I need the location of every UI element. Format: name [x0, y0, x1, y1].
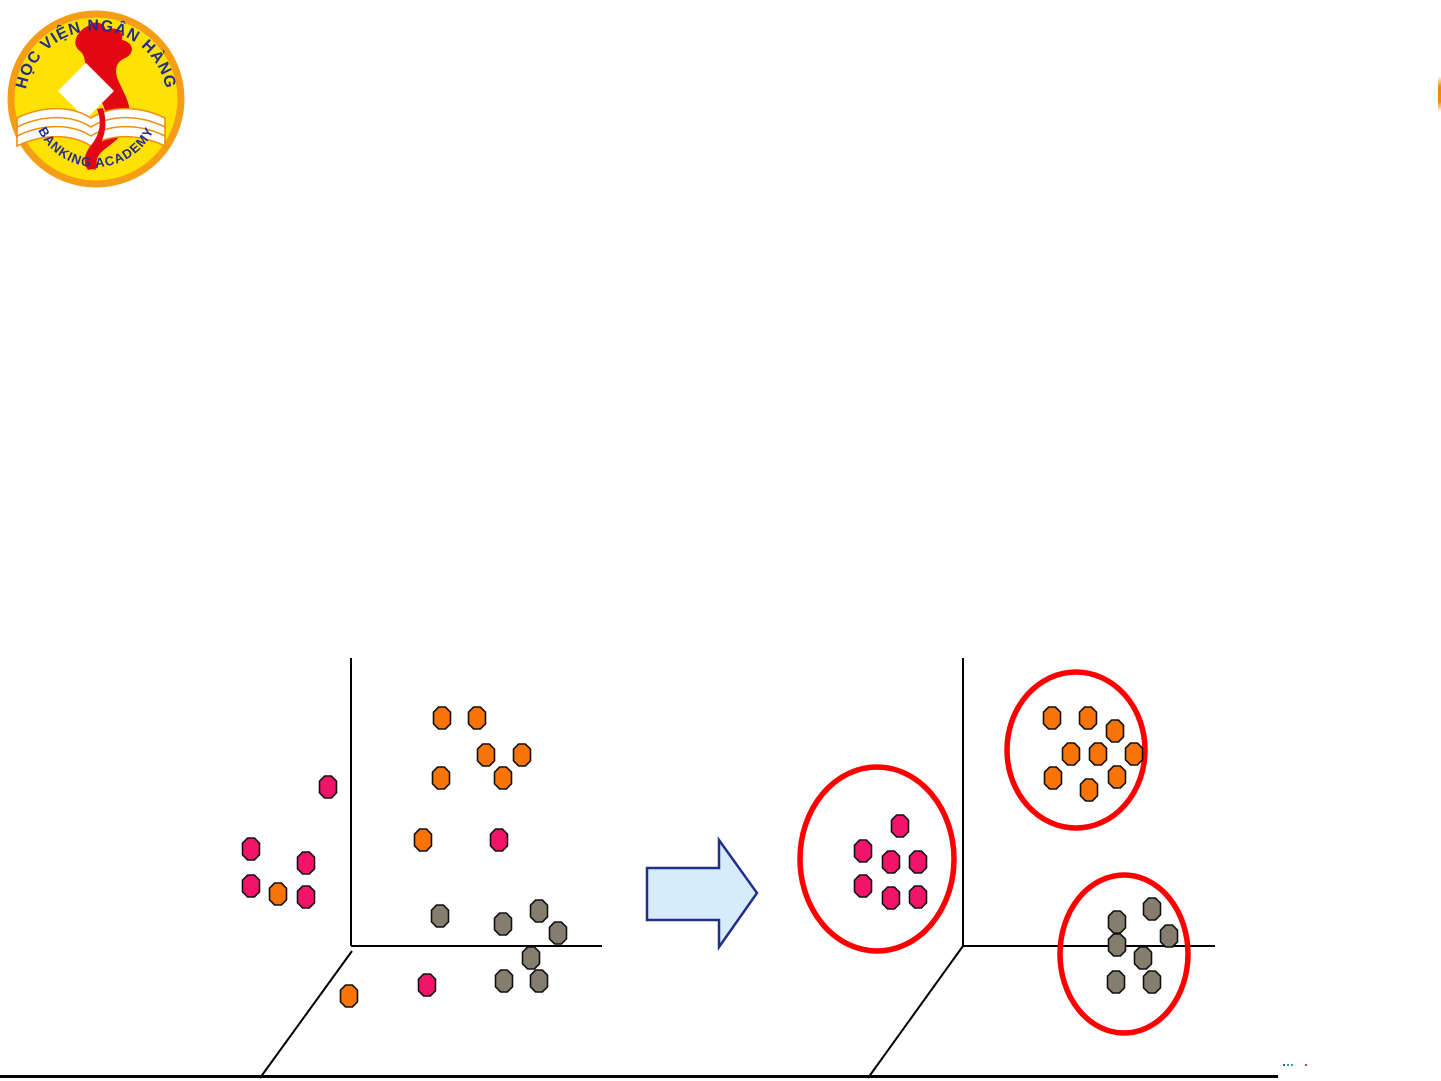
orange-data-point — [339, 984, 359, 1008]
orange-data-point — [467, 706, 487, 730]
right-plot-axis-line — [867, 945, 964, 1079]
orange-data-point — [1042, 706, 1062, 730]
pink-data-point — [881, 850, 901, 874]
gray-data-point — [1142, 970, 1162, 994]
right-edge-accent-strip — [1438, 76, 1441, 112]
orange-data-point — [1107, 765, 1127, 789]
gray-data-point — [1142, 897, 1162, 921]
pink-data-point — [489, 828, 509, 852]
gray-data-point — [430, 904, 450, 928]
orange-data-point — [1061, 742, 1081, 766]
orange-data-point — [493, 766, 513, 790]
pink-data-point — [908, 885, 928, 909]
orange-data-point — [413, 828, 433, 852]
gray-data-point — [548, 921, 568, 945]
orange-data-point — [1088, 742, 1108, 766]
pink-data-point — [241, 837, 261, 861]
pink-data-point — [853, 874, 873, 898]
orange-data-point — [432, 706, 452, 730]
orange-data-point — [431, 766, 451, 790]
gray-data-point — [493, 912, 513, 936]
transform-arrow — [645, 836, 759, 951]
left-plot-axis-line — [259, 950, 353, 1079]
vietnam-map-tail — [84, 108, 106, 170]
pink-data-point — [890, 814, 910, 838]
gray-data-point — [529, 899, 549, 923]
pink-data-point — [296, 885, 316, 909]
pink-data-point — [318, 775, 338, 799]
footer-mark — [1283, 1064, 1285, 1066]
orange-data-point — [476, 743, 496, 767]
gray-data-point — [521, 946, 541, 970]
banking-academy-logo: HỌC VIỆN NGÂN HÀNG BANKING ACADEMY — [7, 10, 185, 188]
footer-mark — [1305, 1064, 1307, 1066]
orange-data-point — [1105, 719, 1125, 743]
pink-data-point — [853, 839, 873, 863]
orange-data-point — [268, 882, 288, 906]
cluster-ellipse — [1057, 872, 1191, 1036]
pink-data-point — [417, 973, 437, 997]
pink-data-point — [296, 851, 316, 875]
orange-data-point — [1079, 778, 1099, 802]
orange-data-point — [1078, 706, 1098, 730]
pink-data-point — [241, 874, 261, 898]
logo-diamond — [58, 63, 114, 119]
gray-data-point — [494, 969, 514, 993]
gray-data-point — [1159, 924, 1179, 948]
cluster-ellipse — [797, 764, 957, 954]
gray-data-point — [1133, 946, 1153, 970]
logo-book — [16, 107, 166, 148]
pink-data-point — [881, 886, 901, 910]
orange-data-point — [1124, 742, 1144, 766]
cluster-ellipse — [1004, 669, 1148, 831]
gray-data-point — [529, 969, 549, 993]
orange-data-point — [1043, 766, 1063, 790]
footer-mark — [1287, 1064, 1289, 1066]
orange-data-point — [512, 743, 532, 767]
gray-data-point — [1106, 970, 1126, 994]
footer-mark — [1291, 1064, 1293, 1066]
gray-data-point — [1107, 933, 1127, 957]
pink-data-point — [908, 850, 928, 874]
gray-data-point — [1107, 910, 1127, 934]
